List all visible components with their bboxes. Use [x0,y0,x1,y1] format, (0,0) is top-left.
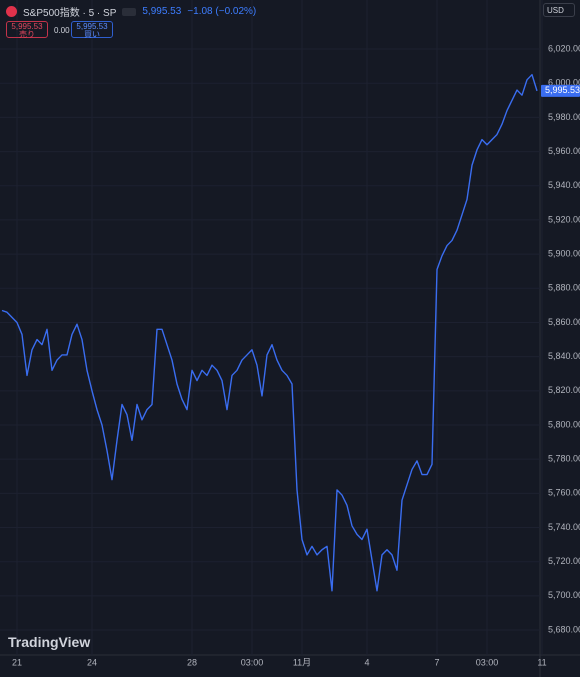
price-line [1,73,538,592]
y-tick-label: 5,760.00 [548,488,580,498]
y-tick-label: 6,020.00 [548,43,580,53]
price-change: −1.08 (−0.02%) [187,6,257,17]
x-tick-label: 21 [12,657,22,667]
market-badge [122,7,137,16]
y-tick-label: 5,860.00 [548,317,580,327]
y-tick-label: 5,940.00 [548,180,580,190]
y-tick-label: 5,780.00 [548,454,580,464]
x-tick-label: 28 [187,657,197,667]
x-tick-label: 4 [364,657,369,667]
x-tick-label: 11月 [293,657,311,667]
x-tick-label: 03:00 [241,657,264,667]
last-price-label: 5,995.53 [545,85,580,95]
y-tick-label: 5,920.00 [548,214,580,224]
sell-label: 売り [19,30,35,39]
y-tick-label: 5,980.00 [548,112,580,122]
y-tick-label: 5,700.00 [548,590,580,600]
sell-button[interactable]: 5,995.53 売り [6,21,48,39]
sell-price: 5,995.53 [11,22,43,31]
y-tick-label: 5,900.00 [548,248,580,258]
y-tick-label: 5,680.00 [548,624,580,634]
last-price-tag [541,84,580,97]
currency-select[interactable]: USD [543,3,575,17]
y-tick-label: 5,740.00 [548,522,580,532]
buy-button[interactable]: 5,995.53 買い [71,21,113,39]
buy-label: 買い [84,30,100,39]
y-tick-label: 5,820.00 [548,385,580,395]
y-tick-label: 5,840.00 [548,351,580,361]
x-tick-label: 7 [434,657,439,667]
buy-price: 5,995.53 [76,22,108,31]
y-tick-label: 5,800.00 [548,419,580,429]
spread: 0.00 [54,26,70,35]
symbol-title[interactable]: S&P500指数 · 5 · SP [23,8,117,19]
x-tick-label: 24 [87,657,97,667]
symbol-logo [6,6,17,17]
brand: TradingView [8,634,91,650]
y-tick-label: 5,720.00 [548,556,580,566]
y-tick-label: 5,960.00 [548,146,580,156]
y-tick-label: 5,880.00 [548,283,580,293]
y-tick-label: 6,000.00 [548,78,580,88]
header: S&P500指数 · 5 · SP 5,995.53 −1.08 (−0.02%… [6,4,256,19]
x-tick-label: 03:00 [476,657,499,667]
x-tick-label: 11 [537,657,546,667]
last-price: 5,995.53 [142,6,182,17]
